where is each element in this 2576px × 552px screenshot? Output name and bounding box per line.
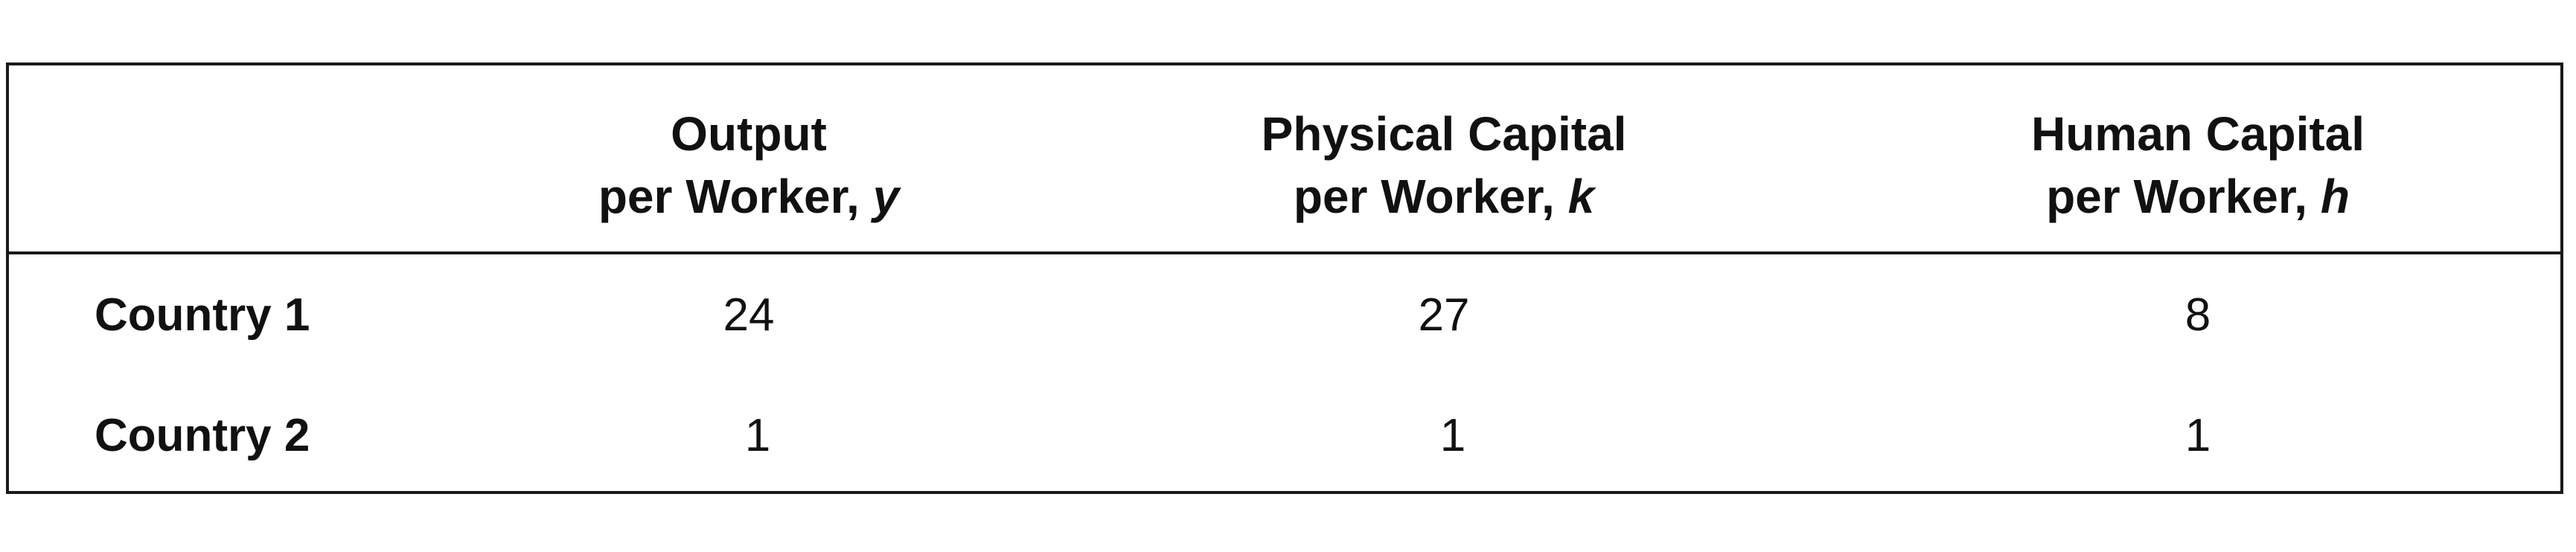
column-header-line1: Human Capital [2030,107,2365,161]
cell-country-1-physical-capital: 27 [1418,289,1470,341]
column-header-output: Output per Worker, y [451,103,1046,228]
column-header-physical-capital: Physical Capital per Worker, k [1146,103,1742,228]
column-header-line2: per Worker, y [451,165,1046,228]
column-variable: y [872,170,900,223]
column-variable: k [1567,170,1595,223]
column-header-human-capital: Human Capital per Worker, h [1900,103,2496,228]
header-divider [9,251,2560,254]
column-header-line1: Physical Capital [1261,107,1627,161]
column-header-line1: Output [671,107,827,161]
cell-country-2-output: 1 [744,410,771,461]
column-header-text: per Worker, [598,170,873,223]
column-header-line2: per Worker, h [1900,165,2496,228]
row-label-country-1: Country 1 [95,289,310,341]
cell-country-2-physical-capital: 1 [1439,410,1466,461]
data-table: Output per Worker, y Physical Capital pe… [6,62,2563,494]
column-variable: h [2320,170,2350,223]
cell-country-1-human-capital: 8 [2185,289,2211,341]
cell-country-2-human-capital: 1 [2185,410,2211,461]
column-header-line2: per Worker, k [1146,165,1742,228]
cell-country-1-output: 24 [723,289,775,341]
row-label-country-2: Country 2 [95,410,310,461]
column-header-text: per Worker, [1293,170,1568,223]
column-header-text: per Worker, [2046,170,2321,223]
